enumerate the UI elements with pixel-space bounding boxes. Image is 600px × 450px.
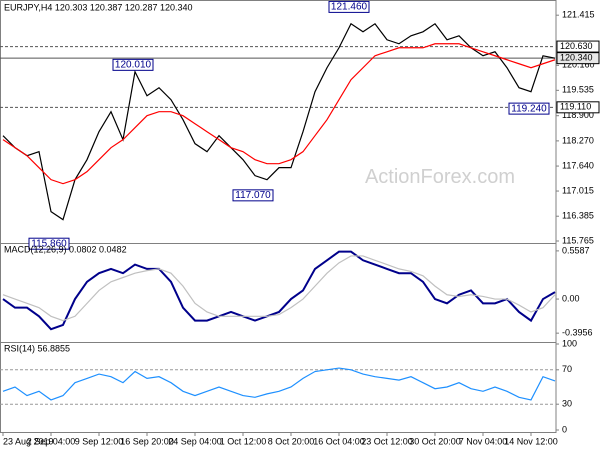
- x-tick-label: 23 Aug 2019: [3, 436, 54, 446]
- level-label-box: [556, 52, 600, 65]
- x-tick-label: 16 Sep 20:00: [120, 436, 174, 446]
- y-tick-label: 0: [562, 424, 567, 434]
- y-tick-label: 117.015: [562, 185, 594, 195]
- series-line: [2, 367, 556, 401]
- annotation-box: [28, 237, 70, 250]
- series-line: [2, 255, 556, 322]
- annotation-box: [232, 189, 274, 202]
- x-tick-label: 7 Nov 04:00: [459, 436, 508, 446]
- panel-title: MACD(12,26,9) 0.0802 0.0482: [4, 244, 127, 254]
- x-tick-label: 2 Sep 04:00: [27, 436, 76, 446]
- panel-title: RSI(14) 56.8855: [4, 343, 70, 353]
- y-tick-label: 119.535: [562, 85, 594, 95]
- annotation-label: 117.070: [235, 190, 271, 201]
- y-tick-label: 0.00: [562, 293, 580, 303]
- y-tick-label: 115.765: [562, 235, 594, 245]
- level-label: 119.110: [560, 102, 591, 112]
- x-tick-label: 23 Oct 12:00: [361, 436, 413, 446]
- y-tick-label: 116.385: [562, 211, 594, 221]
- y-tick-label: 118.900: [562, 110, 594, 120]
- x-tick-label: 8 Oct 20:00: [268, 436, 315, 446]
- annotation-box: [508, 102, 550, 115]
- x-tick-label: 9 Sep 12:00: [75, 436, 124, 446]
- annotation-label: 119.240: [511, 103, 547, 114]
- annotation-box: [328, 0, 370, 13]
- series-line: [2, 43, 556, 185]
- annotation-label: 121.460: [331, 2, 368, 13]
- x-tick-label: 30 Oct 20:00: [409, 436, 461, 446]
- y-tick-label: 118.270: [562, 135, 594, 145]
- watermark: ActionForex.com: [365, 166, 515, 188]
- y-tick-label: 0.5587: [562, 245, 590, 255]
- x-tick-label: 16 Oct 04:00: [313, 436, 365, 446]
- level-label-box: [556, 40, 600, 53]
- y-tick-label: 30: [562, 399, 572, 409]
- y-tick-label: 100: [562, 338, 577, 348]
- series-line: [2, 250, 556, 331]
- x-tick-label: 14 Nov 12:00: [504, 436, 558, 446]
- level-label-box: [556, 101, 600, 114]
- x-tick-label: 1 Oct 12:00: [220, 436, 267, 446]
- panel-title: EURJPY,H4 120.303 120.387 120.287 120.34…: [4, 2, 193, 12]
- y-tick-label: 120.160: [562, 60, 595, 70]
- annotation-label: 115.860: [31, 238, 67, 249]
- series-line: [2, 22, 556, 221]
- level-label: 120.630: [560, 41, 593, 51]
- y-tick-label: -0.3956: [562, 328, 593, 338]
- annotation-label: 120.010: [115, 59, 152, 70]
- y-tick-label: 121.415: [562, 10, 595, 20]
- y-tick-label: 117.640: [562, 160, 594, 170]
- annotation-box: [112, 58, 154, 71]
- y-tick-label: 70: [562, 364, 572, 374]
- level-label: 120.340: [560, 53, 593, 63]
- x-tick-label: 24 Sep 04:00: [168, 436, 222, 446]
